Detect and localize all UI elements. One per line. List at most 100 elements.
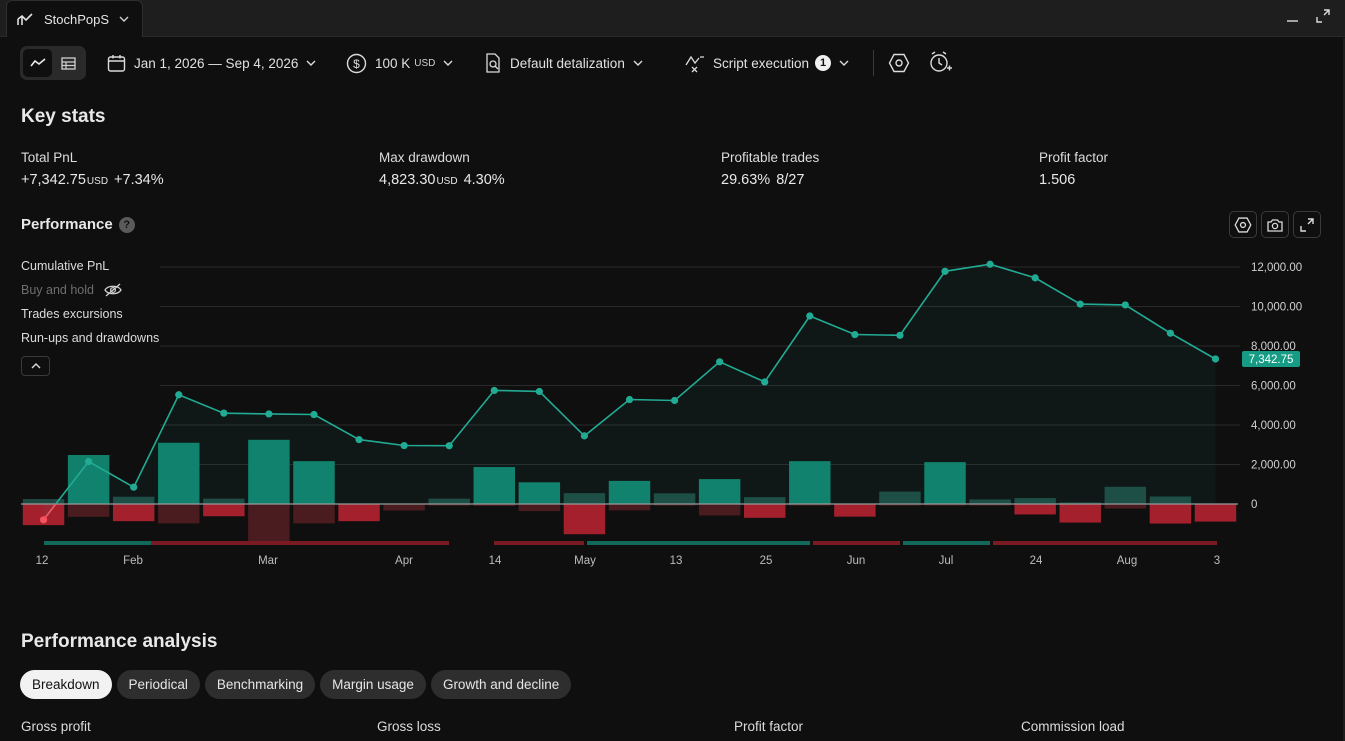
total-pnl-unit: USD [86, 176, 109, 187]
chart-icon [17, 12, 34, 26]
y-tick-label: 10,000.00 [1251, 302, 1302, 314]
y-tick-label: 12,000.00 [1251, 262, 1302, 274]
date-range-select[interactable]: Jan 1, 2026 — Sep 4, 2026 [107, 52, 316, 74]
drawdown-bar [608, 504, 651, 511]
performance-title: Performance ? [21, 216, 135, 233]
chart-fullscreen-button[interactable] [1293, 211, 1321, 238]
legend-collapse-button[interactable] [21, 356, 50, 376]
strategy-tab[interactable]: StochPopS [6, 0, 143, 37]
x-tick-label: Feb [123, 555, 143, 567]
y-tick-label: 4,000.00 [1251, 420, 1296, 432]
runup-bar [473, 467, 516, 504]
legend-buy-and-hold[interactable]: Buy and hold [21, 283, 122, 297]
drawdown-bar [924, 504, 966, 506]
chevron-down-icon[interactable] [119, 16, 129, 22]
pnl-point [1076, 300, 1084, 308]
detalization-select[interactable]: Default detalization [484, 52, 643, 74]
drawdown-bar [112, 504, 155, 522]
alarm-add-icon[interactable] [929, 51, 952, 74]
script-execution-select[interactable]: Script execution 1 [685, 52, 849, 74]
x-tick-label: 3 [1214, 555, 1220, 567]
max-drawdown-value: 4,823.30 [379, 172, 436, 188]
runup-bar [112, 496, 155, 504]
tab-benchmarking[interactable]: Benchmarking [204, 670, 316, 699]
x-tick-label: Aug [1117, 555, 1137, 567]
max-drawdown-label: Max drawdown [379, 150, 470, 165]
view-toggle [20, 46, 86, 80]
analysis-tabs: Breakdown Periodical Benchmarking Margin… [20, 670, 572, 699]
drawdown-bar [1059, 504, 1101, 523]
runup-bar [428, 498, 470, 504]
pnl-point [310, 410, 318, 419]
last-value-badge [1242, 350, 1300, 367]
script-execution-icon [685, 53, 705, 73]
maximize-icon[interactable] [1315, 8, 1331, 24]
chevron-down-icon [306, 60, 316, 66]
pnl-area [43, 264, 1216, 520]
chart-view-button[interactable] [23, 49, 52, 77]
x-tick-label: 25 [760, 555, 773, 567]
legend-buy-and-hold-label: Buy and hold [21, 283, 94, 297]
pnl-point [806, 312, 814, 320]
total-pnl-percent: +7.34% [114, 172, 164, 188]
chart-snapshot-button[interactable] [1261, 211, 1289, 238]
profitable-trades-label: Profitable trades [721, 150, 820, 165]
legend-runups-drawdowns[interactable]: Run-ups and drawdowns [21, 331, 159, 345]
trade-strip [494, 541, 584, 545]
date-range-label: Jan 1, 2026 — Sep 4, 2026 [134, 55, 299, 71]
runup-bar [653, 493, 696, 504]
runup-bar [518, 482, 561, 504]
legend-cumulative-pnl[interactable]: Cumulative PnL [21, 259, 109, 273]
toolbar: Jan 1, 2026 — Sep 4, 2026 $ 100 K USD De… [0, 38, 1345, 90]
drawdown-bar [67, 504, 110, 517]
y-tick-label: 6,000.00 [1251, 381, 1296, 393]
runup-bar [1059, 502, 1101, 504]
pnl-point [400, 441, 408, 450]
drawdown-bar [1104, 504, 1147, 509]
pnl-point [445, 442, 453, 450]
gross-profit-label: Gross profit [21, 719, 91, 734]
eye-off-icon[interactable] [104, 283, 122, 297]
help-icon[interactable]: ? [118, 216, 135, 233]
x-tick-label: Apr [395, 555, 413, 567]
tab-margin-usage[interactable]: Margin usage [320, 670, 426, 699]
pnl-point [1121, 301, 1129, 309]
chevron-down-icon [443, 60, 453, 66]
trade-strip [813, 541, 900, 545]
legend-cumulative-pnl-label: Cumulative PnL [21, 259, 110, 273]
chart-actions [1229, 211, 1321, 238]
y-tick-label: 2,000.00 [1251, 460, 1296, 472]
pnl-point [175, 391, 183, 399]
detalization-label: Default detalization [510, 55, 625, 71]
capital-select[interactable]: $ 100 K USD [346, 52, 453, 74]
chart-settings-button[interactable] [1229, 211, 1257, 238]
calendar-icon [107, 54, 126, 73]
tab-breakdown[interactable]: Breakdown [20, 670, 112, 699]
pnl-point [625, 395, 634, 404]
trade-strip [44, 541, 178, 545]
drawdown-bar [428, 504, 470, 506]
profitable-trades-stat: Profitable trades 29.63% 8/27 [721, 150, 819, 188]
tab-periodical[interactable]: Periodical [116, 670, 200, 699]
drawdown-bar [563, 504, 606, 535]
table-view-button[interactable] [54, 49, 83, 77]
runup-bar [879, 491, 921, 504]
runup-bar [743, 497, 786, 504]
drawdown-bar [1149, 504, 1192, 524]
legend-trades-excursions[interactable]: Trades excursions [21, 307, 123, 321]
pnl-point [1166, 329, 1174, 337]
pnl-point [265, 410, 273, 418]
tab-growth-and-decline[interactable]: Growth and decline [430, 670, 572, 699]
pnl-point [580, 432, 589, 440]
pnl-point [490, 386, 498, 395]
drawdown-bar [338, 504, 380, 522]
minimize-icon[interactable] [1285, 8, 1301, 24]
pnl-point [761, 378, 769, 386]
settings-icon[interactable] [888, 52, 910, 74]
pnl-point [1211, 355, 1220, 363]
window-edge [1343, 38, 1345, 741]
pnl-point [130, 483, 138, 491]
pnl-point [39, 516, 48, 524]
drawdown-bar [834, 504, 876, 517]
legend-trades-excursions-label: Trades excursions [21, 307, 123, 321]
